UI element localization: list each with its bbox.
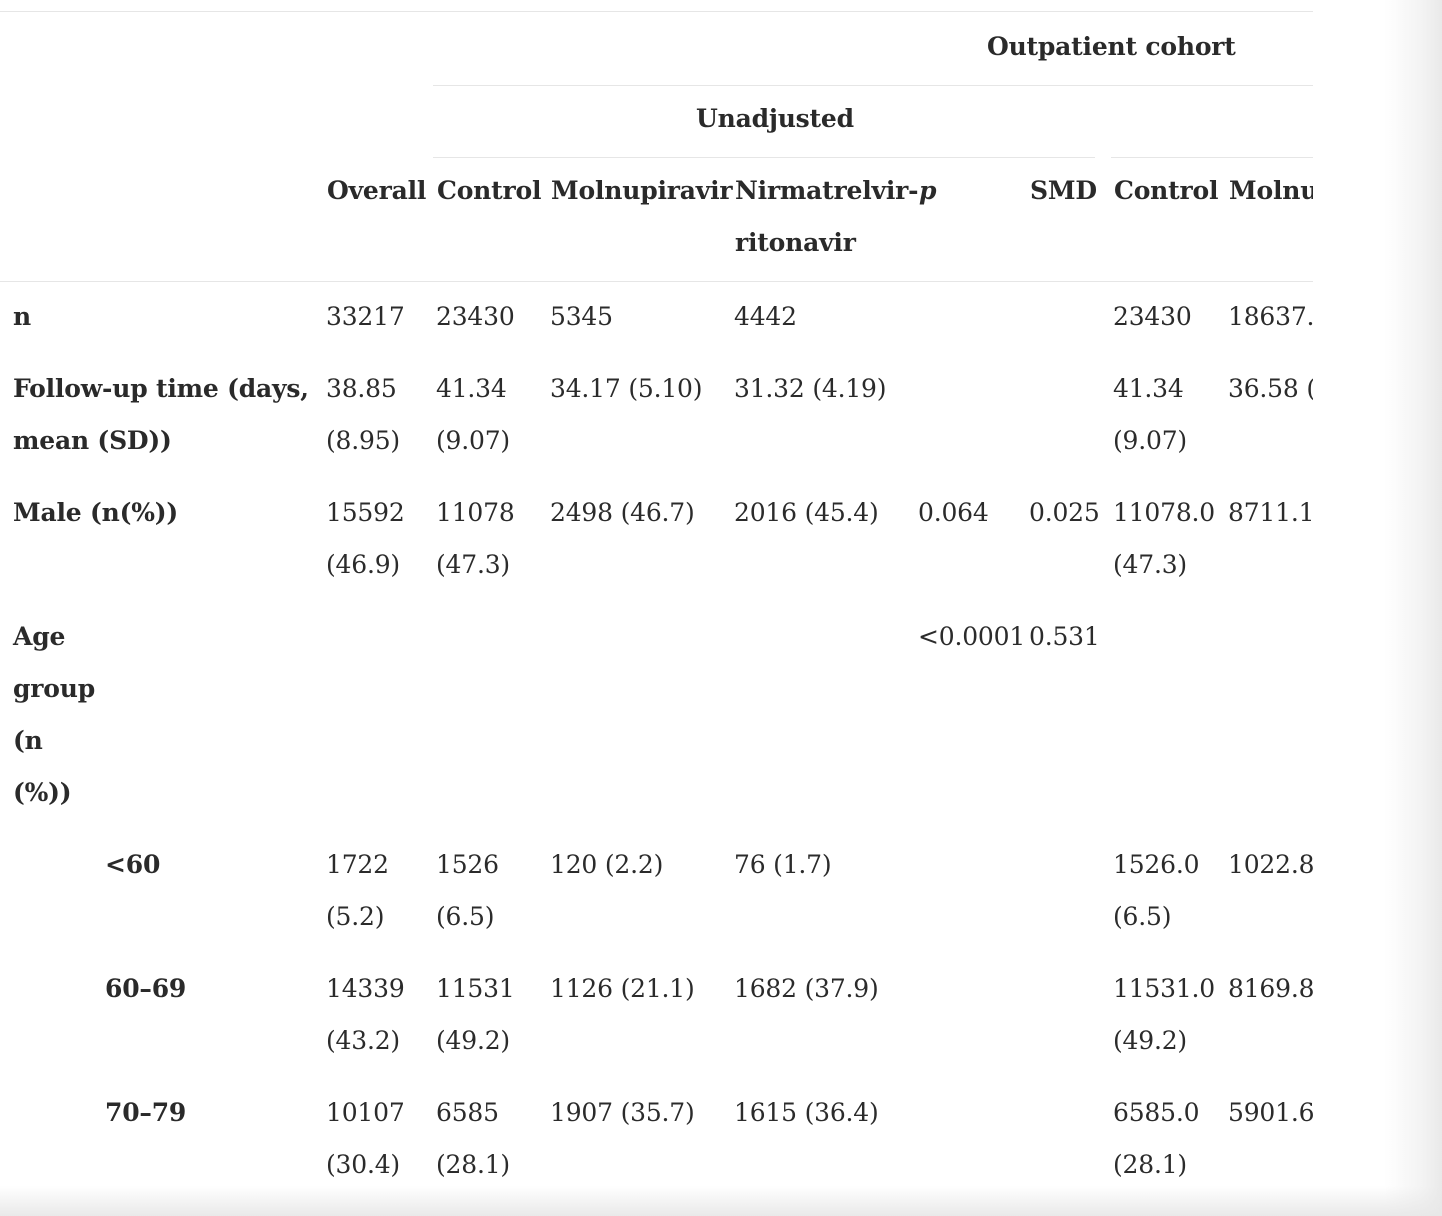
cell-molnupiravir: 1907 (35.7) xyxy=(550,1098,695,1127)
cell-smd: 0.025 xyxy=(1029,498,1100,527)
cell-overall: 15592 xyxy=(326,498,405,527)
row-label: 70–79 xyxy=(105,1098,187,1127)
baseline-characteristics-table: Outpatient cohort Unadjusted Overall Con… xyxy=(0,11,1313,1179)
col-header-overall: Overall xyxy=(327,176,427,205)
cell-smd: 0.531 xyxy=(1029,622,1100,651)
adjusted-header-rule xyxy=(1111,157,1313,158)
cell-control: 11531 xyxy=(436,974,515,1003)
cell-molnupiravir-adjusted: 5901.6 ( xyxy=(1228,1098,1313,1127)
row-label: Follow-up time (days, xyxy=(13,374,309,403)
cell-control-adjusted: 11531.0 xyxy=(1113,974,1215,1003)
cell-control-adjusted: 1526.0 xyxy=(1113,850,1200,879)
cell-molnupiravir-adjusted: 8169.8 ( xyxy=(1228,974,1313,1003)
cell-control-adjusted: (47.3) xyxy=(1113,550,1187,579)
column-header-rule xyxy=(0,281,1313,282)
unadjusted-header-rule xyxy=(433,157,1095,158)
row-label: group xyxy=(13,674,95,703)
row-label: (n xyxy=(13,726,43,755)
cell-control-adjusted: (9.07) xyxy=(1113,426,1187,455)
cell-control-adjusted: 11078.0 xyxy=(1113,498,1215,527)
group-header-rule xyxy=(433,85,1313,86)
cell-overall: (5.2) xyxy=(326,902,385,931)
cell-molnupiravir: 5345 xyxy=(550,302,613,331)
cell-overall: 38.85 xyxy=(326,374,397,403)
cell-nirmatrelvir-ritonavir: 1682 (37.9) xyxy=(734,974,879,1003)
cell-control-adjusted: (49.2) xyxy=(1113,1026,1187,1055)
cell-control: (9.07) xyxy=(436,426,510,455)
col-header-smd: SMD xyxy=(1030,176,1097,205)
cell-overall: 14339 xyxy=(326,974,405,1003)
col-header-nirmatrelvir-line2: ritonavir xyxy=(735,228,856,257)
cell-overall: 10107 xyxy=(326,1098,405,1127)
cell-control: (49.2) xyxy=(436,1026,510,1055)
cell-molnupiravir: 2498 (46.7) xyxy=(550,498,695,527)
cell-overall: 1722 xyxy=(326,850,389,879)
col-header-control: Control xyxy=(437,176,542,205)
cell-nirmatrelvir-ritonavir: 76 (1.7) xyxy=(734,850,832,879)
cell-control: 1526 xyxy=(436,850,499,879)
cell-molnupiravir: 120 (2.2) xyxy=(550,850,664,879)
cell-control: (28.1) xyxy=(436,1150,510,1179)
cell-control: (47.3) xyxy=(436,550,510,579)
row-label: 60–69 xyxy=(105,974,187,1003)
cell-molnupiravir-adjusted: 8711.1 ( xyxy=(1228,498,1313,527)
row-label: (%)) xyxy=(13,778,72,807)
scroll-edge-shadow xyxy=(1313,0,1442,1216)
cell-control: 6585 xyxy=(436,1098,499,1127)
outpatient-cohort-header: Outpatient cohort xyxy=(987,32,1236,61)
cell-molnupiravir: 34.17 (5.10) xyxy=(550,374,703,403)
cell-control: (6.5) xyxy=(436,902,495,931)
cell-control-adjusted: (6.5) xyxy=(1113,902,1172,931)
col-header-p-value: p xyxy=(919,176,937,205)
cell-nirmatrelvir-ritonavir: 1615 (36.4) xyxy=(734,1098,879,1127)
row-label: <60 xyxy=(105,850,161,879)
cell-control-adjusted: 41.34 xyxy=(1113,374,1184,403)
cell-molnupiravir-adjusted: 36.58 (4 xyxy=(1228,374,1313,403)
row-label: Male (n(%)) xyxy=(13,498,179,527)
unadjusted-header: Unadjusted xyxy=(696,104,854,133)
cell-p-value: <0.0001 xyxy=(918,622,1026,651)
cell-overall: (30.4) xyxy=(326,1150,400,1179)
table-top-rule xyxy=(0,11,1313,12)
col-header-molnupiravir-adjusted: Molnu xyxy=(1229,176,1313,205)
cell-nirmatrelvir-ritonavir: 4442 xyxy=(734,302,797,331)
cell-control-adjusted: 6585.0 xyxy=(1113,1098,1200,1127)
bottom-edge-shadow xyxy=(0,1186,1442,1216)
cell-overall: (46.9) xyxy=(326,550,400,579)
col-header-control-adjusted: Control xyxy=(1114,176,1219,205)
cell-control: 41.34 xyxy=(436,374,507,403)
cell-molnupiravir-adjusted: 18637.1 xyxy=(1228,302,1313,331)
cell-overall: (8.95) xyxy=(326,426,400,455)
cell-overall: (43.2) xyxy=(326,1026,400,1055)
cell-nirmatrelvir-ritonavir: 2016 (45.4) xyxy=(734,498,879,527)
col-header-nirmatrelvir-line1: Nirmatrelvir- xyxy=(735,176,919,205)
cell-control: 11078 xyxy=(436,498,515,527)
row-label: mean (SD)) xyxy=(13,426,172,455)
cell-molnupiravir-adjusted: 1022.8 ( xyxy=(1228,850,1313,879)
cell-p-value: 0.064 xyxy=(918,498,989,527)
col-header-molnupiravir: Molnupiravir xyxy=(551,176,733,205)
cell-control-adjusted: (28.1) xyxy=(1113,1150,1187,1179)
row-label: Age xyxy=(13,622,66,651)
cell-nirmatrelvir-ritonavir: 31.32 (4.19) xyxy=(734,374,887,403)
cell-overall: 33217 xyxy=(326,302,405,331)
row-label: n xyxy=(13,302,31,331)
cell-control-adjusted: 23430 xyxy=(1113,302,1192,331)
cell-molnupiravir: 1126 (21.1) xyxy=(550,974,695,1003)
cell-control: 23430 xyxy=(436,302,515,331)
